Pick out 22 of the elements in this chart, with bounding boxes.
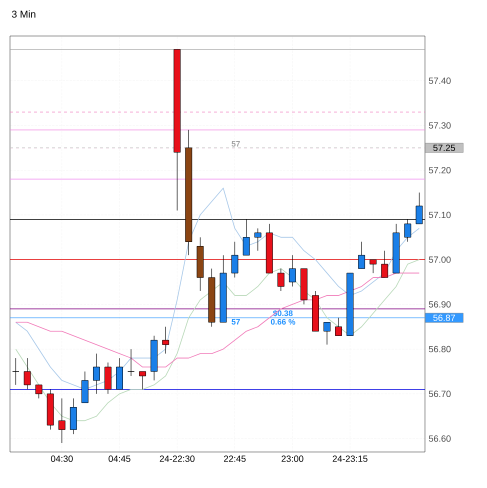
x-tick-label: 24-23:15 xyxy=(332,456,368,462)
annotation: 0.66 % xyxy=(270,319,296,325)
y-tick-label: 56.60 xyxy=(428,435,451,442)
y-tick-label: 56.80 xyxy=(428,346,451,352)
annotation: 57 xyxy=(232,141,240,147)
y-tick-label: 57.10 xyxy=(428,212,451,218)
x-tick-label: 04:30 xyxy=(50,456,73,462)
y-tick-label: 56.70 xyxy=(428,390,451,398)
x-tick-label: 23:00 xyxy=(282,456,304,462)
annotation: 57 xyxy=(232,319,240,325)
y-tick-label: 57.30 xyxy=(428,122,451,129)
ref-line-label: 56.87 xyxy=(433,314,455,321)
x-tick-label: 24-22:30 xyxy=(160,456,195,462)
annotation: $0.38 xyxy=(272,310,293,317)
chart-title: 3 Min xyxy=(12,10,36,18)
y-tick-label: 57.00 xyxy=(428,256,451,263)
y-tick-label: 56.90 xyxy=(428,301,451,308)
y-tick-label: 57.40 xyxy=(428,78,451,84)
x-tick-label: 04:45 xyxy=(108,456,130,462)
ref-line-label: 57.25 xyxy=(433,144,456,152)
x-tick-label: 22:45 xyxy=(224,456,246,462)
y-tick-label: 57.20 xyxy=(428,167,451,174)
